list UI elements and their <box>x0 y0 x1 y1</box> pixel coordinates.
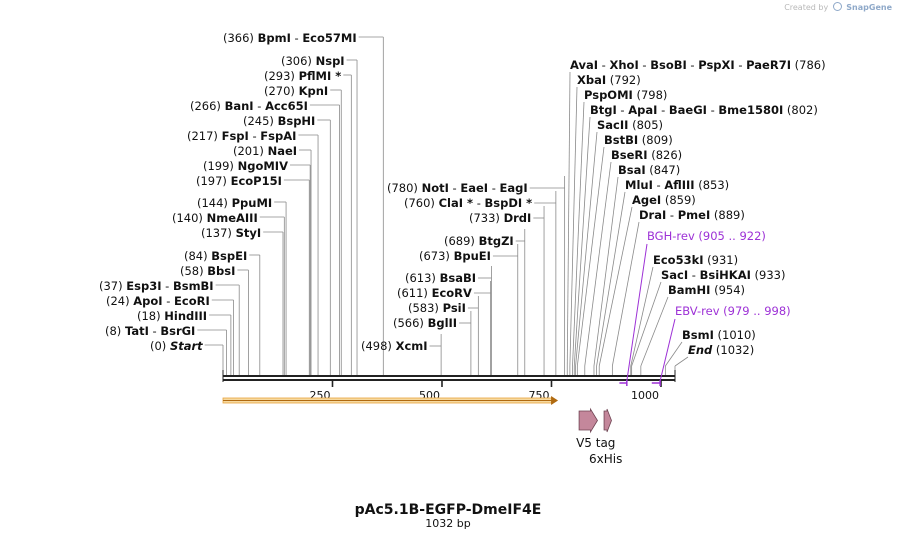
site-label-bpmi: (366) BpmI - Eco57MI <box>223 31 357 45</box>
site-label-tati: (8) TatI - BsrGI <box>105 324 195 338</box>
site-fan-mlui <box>596 191 626 367</box>
site-label-clai: (760) ClaI * - BspDI * <box>404 196 532 210</box>
site-fan-saci <box>631 281 662 367</box>
site-labels: (0) Start(8) TatI - BsrGI(18) HindIII(24… <box>99 31 826 357</box>
site-label-avai: AvaI - XhoI - BsoBI - PspXI - PaeR7I (78… <box>570 58 826 72</box>
site-label-bseri: BseRI (826) <box>611 148 682 162</box>
site-label-start: (0) Start <box>150 339 203 353</box>
feature-arrow-6xhis <box>603 408 612 433</box>
map-title: pAc5.1B-EGFP-DmeIF4E <box>355 502 542 518</box>
primers: BGH-rev (905 .. 922) EBV-rev (979 .. 998) <box>619 229 791 386</box>
feature-label-6xhis: 6xHis <box>589 452 622 466</box>
site-fan-pspomi <box>572 101 585 367</box>
watermark-prefix: Created by <box>784 3 829 12</box>
site-fan-bstbi <box>576 146 605 367</box>
site-label-bsphi: (245) BspHI <box>243 114 315 128</box>
features: V5 tag 6xHis <box>222 396 622 466</box>
site-label-naei: (201) NaeI <box>233 144 297 158</box>
site-fan-bseri <box>584 161 612 367</box>
site-label-pflmi: (293) PflMI * <box>264 69 341 83</box>
site-label-bspei: (84) BspEI <box>184 249 247 263</box>
site-label-nmeaiii: (140) NmeAIII <box>172 211 258 225</box>
site-label-hindiii: (18) HindIII <box>137 309 207 323</box>
primer-label-bgh-rev: BGH-rev (905 .. 922) <box>647 229 766 243</box>
primer-label-ebv-rev: EBV-rev (979 .. 998) <box>675 304 791 318</box>
site-fan-bamhi <box>640 296 669 367</box>
watermark-brand: SnapGene <box>846 3 892 12</box>
primer-line-ebv-rev <box>659 318 676 382</box>
site-label-apoi: (24) ApoI - EcoRI <box>106 294 210 308</box>
site-label-noti: (780) NotI - EaeI - EagI <box>387 181 528 195</box>
feature-label-v5-tag: V5 tag <box>576 436 615 450</box>
site-label-bsai: BsaI (847) <box>618 163 680 177</box>
site-label-psii: (583) PsiI <box>408 301 466 315</box>
site-label-ecop15i: (197) EcoP15I <box>196 174 282 188</box>
site-label-esp3i: (37) Esp3I - BsmBI <box>99 279 214 293</box>
site-label-xbai: XbaI (792) <box>577 73 641 87</box>
site-label-fspi: (217) FspI - FspAI <box>187 129 296 143</box>
site-fan-drai <box>611 221 640 367</box>
orf-arrowhead <box>551 396 559 405</box>
tick-label-1000: 1000 <box>631 389 659 402</box>
site-fan-sacii <box>575 131 598 367</box>
site-label-bglii: (566) BglII <box>393 316 457 330</box>
site-label-drdi: (733) DrdI <box>469 211 531 225</box>
site-label-bbsi: (58) BbsI <box>180 264 235 278</box>
backbone <box>222 370 676 382</box>
site-label-drai: DraI - PmeI (889) <box>639 208 745 222</box>
site-label-nspi: (306) NspI <box>281 54 345 68</box>
feature-arrow-v5-tag <box>578 407 598 434</box>
site-label-ngomiv: (199) NgoMIV <box>203 159 288 173</box>
site-fan-bsmi <box>665 341 683 367</box>
site-label-bsabi: (613) BsaBI <box>405 271 476 285</box>
site-label-saci: SacI - BsiHKAI (933) <box>661 268 785 282</box>
map-length: 1032 bp <box>425 517 470 530</box>
site-label-ecorv: (611) EcoRV <box>397 286 472 300</box>
site-fan-xbai <box>569 86 578 367</box>
snapgene-watermark: Created by SnapGene <box>784 2 892 12</box>
primer-line-bgh-rev <box>626 243 648 382</box>
site-label-bani: (266) BanI - Acc65I <box>190 99 308 113</box>
site-label-bpuei: (673) BpuEI <box>419 249 491 263</box>
site-label-sacii: SacII (805) <box>597 118 663 132</box>
site-label-end: End (1032) <box>688 343 754 357</box>
site-fan-end <box>674 356 689 367</box>
site-fan-avai <box>566 71 571 367</box>
site-lines <box>197 36 689 375</box>
site-label-btgzi: (689) BtgZI <box>444 234 514 248</box>
site-label-pspomi: PspOMI (798) <box>584 88 667 102</box>
site-label-agei: AgeI (859) <box>632 193 696 207</box>
site-fan-eco53ki <box>630 266 654 367</box>
site-label-xcmi: (498) XcmI <box>361 339 428 353</box>
site-fan-agei <box>598 206 633 367</box>
site-label-styi: (137) StyI <box>201 226 261 240</box>
site-label-btgi: BtgI - ApaI - BaeGI - Bme1580I (802) <box>590 103 818 117</box>
site-label-ppumi: (144) PpuMI <box>197 196 272 210</box>
site-label-mlui: MluI - AflIII (853) <box>625 178 729 192</box>
site-fan-btgi <box>573 116 591 367</box>
site-label-bsmi: BsmI (1010) <box>682 328 756 342</box>
site-label-eco53ki: Eco53kI (931) <box>653 253 738 267</box>
site-label-bstbi: BstBI (809) <box>604 133 673 147</box>
snapgene-logo-icon <box>832 2 842 11</box>
site-fan-bsai <box>593 176 619 367</box>
site-label-bamhi: BamHI (954) <box>668 283 745 297</box>
site-label-kpni: (270) KpnI <box>264 84 328 98</box>
